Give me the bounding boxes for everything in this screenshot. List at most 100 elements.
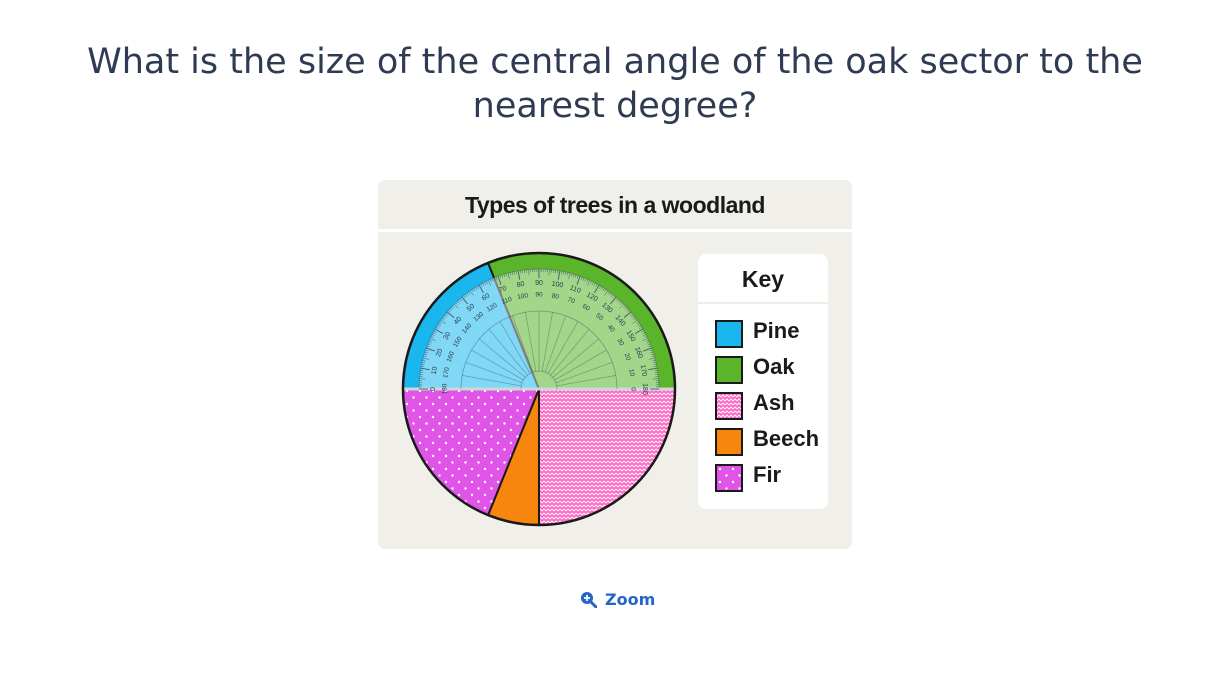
protractor-label: 50: [466, 303, 477, 313]
protractor-tick: [610, 294, 614, 297]
protractor-tick: [461, 296, 468, 305]
protractor-tick: [423, 357, 429, 360]
protractor-tick: [650, 351, 654, 354]
protractor-label: 80: [516, 281, 525, 289]
protractor-tick: [497, 276, 502, 285]
protractor-label: 180: [442, 383, 449, 394]
protractor-tick: [594, 284, 600, 294]
protractor-tick: [455, 302, 458, 306]
protractor-tick: [563, 271, 565, 275]
protractor-tick: [574, 274, 577, 278]
protractor-tick: [515, 271, 517, 275]
protractor-tick: [463, 295, 466, 299]
protractor-tick: [501, 274, 504, 278]
protractor-tick: [568, 273, 571, 279]
protractor-label: 90: [535, 292, 543, 299]
protractor-label: 80: [551, 293, 560, 301]
protractor-tick: [453, 303, 459, 309]
protractor-guide-line: [552, 338, 600, 378]
protractor-tick: [624, 306, 627, 310]
legend-swatch-ash: [715, 392, 743, 420]
protractor-label: 110: [501, 296, 513, 306]
protractor-tick: [426, 345, 430, 348]
protractor-tick: [576, 275, 579, 279]
protractor-tick: [420, 367, 430, 371]
protractor-tick: [466, 293, 469, 296]
protractor-tick: [604, 289, 607, 293]
protractor-tick: [449, 308, 453, 311]
protractor-tick: [647, 343, 651, 346]
protractor-label: 70: [566, 296, 576, 305]
protractor-tick: [445, 313, 449, 316]
protractor-tick: [419, 378, 426, 380]
protractor-label: 100: [551, 280, 564, 289]
protractor-tick: [517, 270, 521, 280]
protractor-tick: [620, 302, 623, 306]
protractor-arc: [520, 370, 558, 390]
protractor-tick: [629, 313, 633, 316]
protractor-label: 40: [453, 316, 463, 327]
legend-label-beech: Beech: [753, 426, 820, 451]
protractor-tick: [599, 286, 602, 289]
protractor-tick: [441, 318, 445, 321]
protractor-label: 10: [627, 369, 635, 378]
protractor-tick: [625, 308, 629, 311]
protractor-tick: [643, 334, 647, 337]
protractor-tick: [591, 281, 594, 285]
protractor-label: 30: [443, 331, 453, 341]
protractor-guide-line: [544, 315, 567, 373]
protractor-tick: [632, 316, 635, 319]
protractor-guide-line: [465, 361, 523, 384]
protractor-tick: [431, 334, 435, 337]
protractor-tick: [505, 273, 507, 277]
protractor-label: 10: [431, 366, 439, 375]
protractor-tick: [495, 276, 498, 280]
protractor-tick: [617, 299, 620, 303]
protractor-tick: [650, 353, 654, 356]
protractor-tick: [423, 355, 427, 357]
protractor-tick: [607, 291, 610, 295]
protractor-tick: [433, 330, 437, 333]
protractor-tick: [641, 330, 645, 333]
protractor-tick: [590, 281, 592, 284]
protractor-guide-line: [554, 349, 607, 381]
protractor-tick: [451, 306, 454, 310]
protractor-tick: [444, 314, 447, 318]
protractor-tick: [649, 349, 653, 352]
protractor-tick: [612, 295, 615, 299]
protractor-tick: [652, 378, 659, 380]
protractor-tick: [430, 338, 436, 342]
protractor-label: 0: [629, 387, 636, 391]
protractor-guide-line: [478, 338, 526, 378]
protractor-tick: [471, 289, 474, 293]
protractor-tick: [653, 365, 657, 367]
legend-label-ash: Ash: [753, 390, 795, 415]
protractor-label: 60: [481, 292, 491, 302]
protractor-label: 170: [639, 364, 648, 377]
protractor-label: 120: [585, 292, 599, 304]
protractor-tick: [464, 294, 468, 297]
chart-figure[interactable]: Types of trees in a woodland 0 10 20 30 40 50…: [378, 180, 852, 549]
protractor-tick: [615, 298, 618, 301]
protractor-tick: [429, 339, 433, 342]
protractor-guide-line: [471, 349, 524, 381]
protractor-label: 180: [641, 383, 648, 395]
protractor-tick: [595, 283, 598, 287]
legend-swatch-pine: [715, 320, 743, 348]
protractor-tick: [648, 367, 658, 371]
protractor-tick: [440, 319, 446, 324]
protractor-tick: [438, 323, 442, 326]
zoom-in-icon: [581, 592, 597, 608]
protractor-guide-line: [556, 375, 616, 387]
protractor-guide-line: [462, 375, 522, 387]
protractor-tick: [645, 339, 649, 342]
protractor-tick: [421, 363, 425, 365]
protractor-tick: [428, 341, 432, 344]
protractor-tick: [427, 343, 431, 346]
zoom-button[interactable]: Zoom: [580, 590, 655, 609]
protractor-tick: [567, 272, 569, 276]
protractor-tick: [468, 291, 471, 295]
protractor-tick: [644, 336, 647, 338]
protractor-label: 0: [430, 387, 437, 391]
legend-swatch-beech: [715, 428, 743, 456]
